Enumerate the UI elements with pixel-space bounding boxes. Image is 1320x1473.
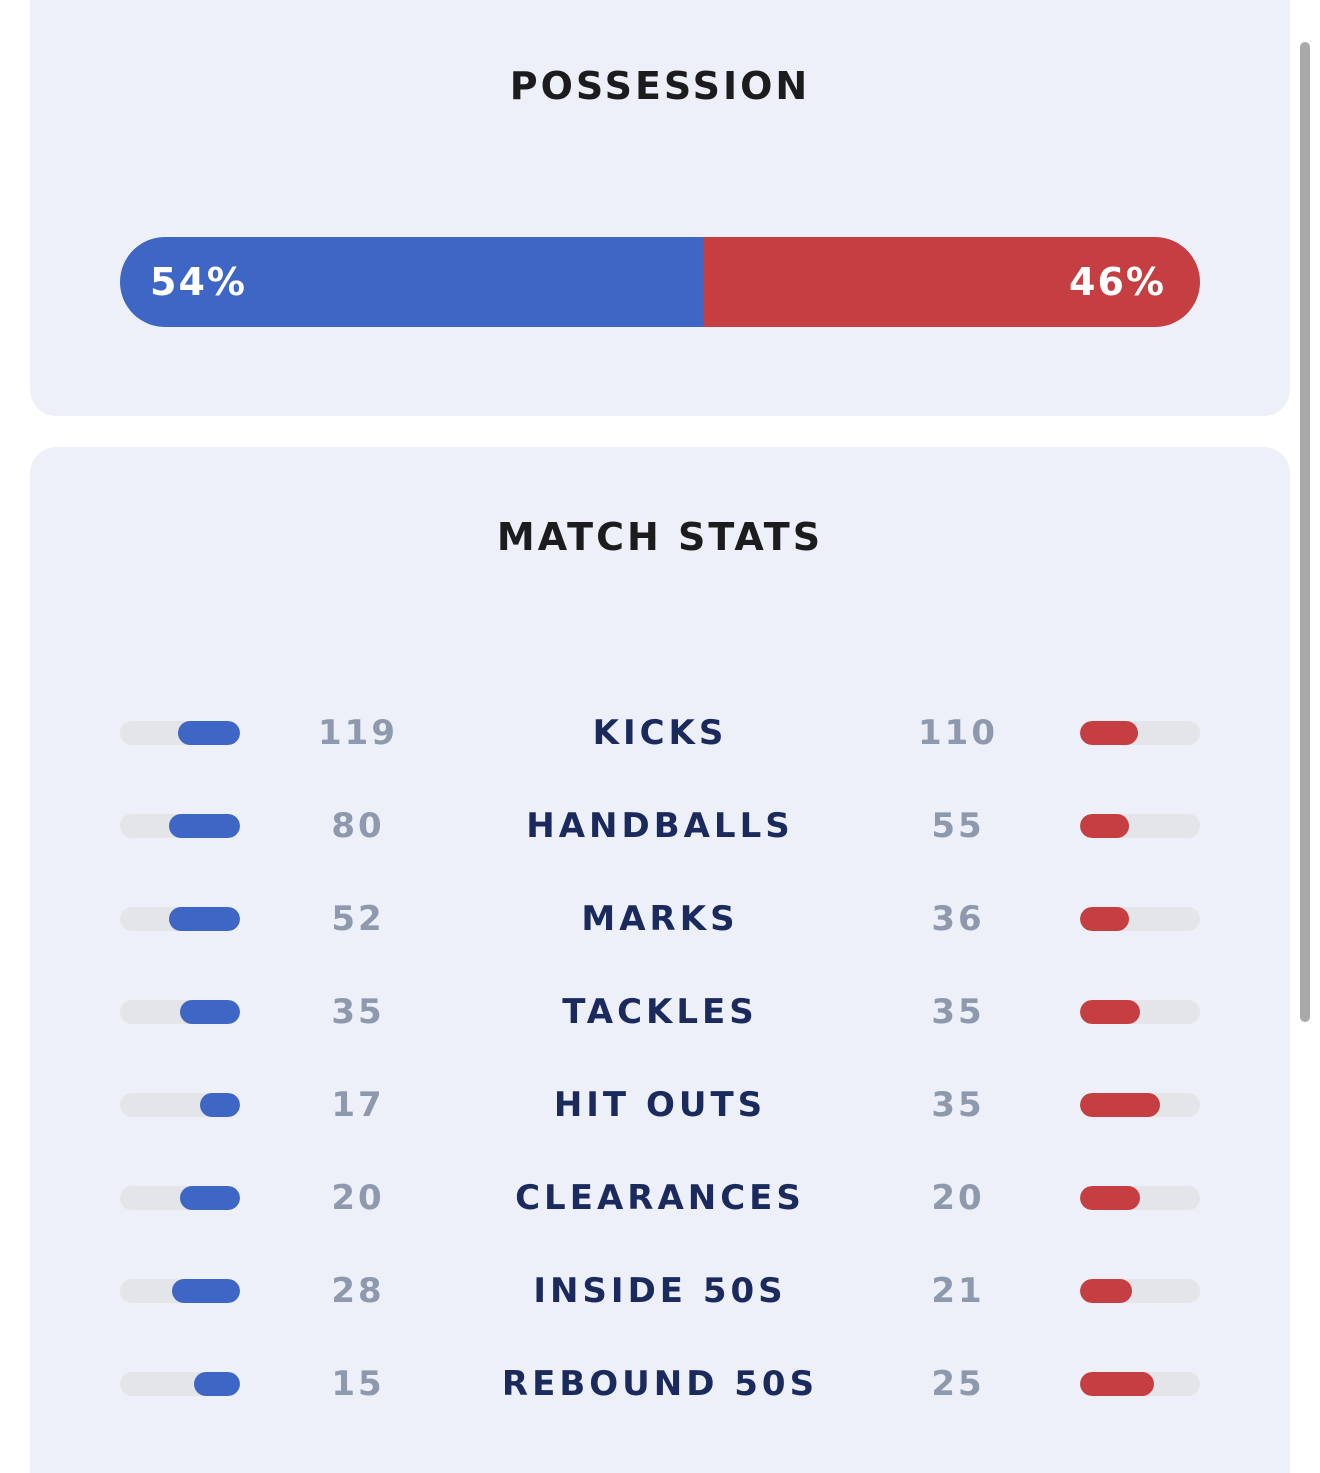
match-stats-title: MATCH STATS: [496, 515, 824, 559]
stat-row-hit-outs: 17 HIT OUTS 35: [30, 1075, 1290, 1135]
home-bar-fill: [194, 1372, 240, 1396]
stat-label: INSIDE 50S: [533, 1271, 787, 1311]
away-stat-value: 21: [931, 1271, 985, 1311]
away-bar-fill: [1080, 1186, 1140, 1210]
home-bar-track: [120, 1186, 240, 1210]
stat-label: KICKS: [592, 713, 728, 753]
away-stat-value: 20: [931, 1178, 985, 1218]
home-bar-track: [120, 907, 240, 931]
home-bar-fill: [171, 1279, 240, 1303]
possession-away-percent: 46%: [1069, 260, 1166, 304]
away-stat-value: 35: [931, 1085, 985, 1125]
away-bar-fill: [1080, 1279, 1132, 1303]
home-bar-track: [120, 1279, 240, 1303]
stat-row-kicks: 119 KICKS 110: [30, 703, 1290, 763]
stat-label: CLEARANCES: [515, 1178, 805, 1218]
home-stat-value: 35: [331, 992, 385, 1032]
away-bar-track: [1080, 1000, 1200, 1024]
away-bar-fill: [1080, 721, 1138, 745]
away-stat-value: 35: [931, 992, 985, 1032]
stat-label: TACKLES: [562, 992, 758, 1032]
home-bar-track: [120, 1000, 240, 1024]
home-bar-track: [120, 1372, 240, 1396]
away-bar-track: [1080, 1279, 1200, 1303]
home-bar-fill: [200, 1093, 240, 1117]
home-bar-fill: [177, 721, 240, 745]
away-bar-track: [1080, 814, 1200, 838]
away-bar-fill: [1080, 907, 1130, 931]
home-bar-fill: [169, 907, 240, 931]
stat-label: MARKS: [581, 899, 739, 939]
away-bar-track: [1080, 1093, 1200, 1117]
home-stat-value: 80: [331, 806, 385, 846]
stat-row-marks: 52 MARKS 36: [30, 889, 1290, 949]
away-bar-track: [1080, 1186, 1200, 1210]
home-bar-fill: [180, 1000, 240, 1024]
away-bar-track: [1080, 907, 1200, 931]
home-stat-value: 20: [331, 1178, 385, 1218]
home-bar-fill: [180, 1186, 240, 1210]
stat-row-clearances: 20 CLEARANCES 20: [30, 1168, 1290, 1228]
stat-row-rebound-50s: 15 REBOUND 50S 25: [30, 1354, 1290, 1414]
stat-label: REBOUND 50S: [501, 1364, 819, 1404]
away-stat-value: 110: [918, 713, 998, 753]
away-stat-value: 36: [931, 899, 985, 939]
home-bar-track: [120, 1093, 240, 1117]
stat-row-inside-50s: 28 INSIDE 50S 21: [30, 1261, 1290, 1321]
stat-label: HANDBALLS: [526, 806, 794, 846]
away-bar-track: [1080, 1372, 1200, 1396]
away-stat-value: 25: [931, 1364, 985, 1404]
stat-row-tackles: 35 TACKLES 35: [30, 982, 1290, 1042]
possession-card: POSSESSION 54% 46%: [30, 0, 1290, 416]
possession-home-percent: 54%: [150, 260, 247, 304]
home-stat-value: 15: [331, 1364, 385, 1404]
possession-away-segment: 46%: [703, 237, 1200, 327]
home-stat-value: 119: [318, 713, 398, 753]
away-bar-fill: [1080, 814, 1130, 838]
scrollbar-thumb[interactable]: [1300, 42, 1310, 1022]
stat-row-handballs: 80 HANDBALLS 55: [30, 796, 1290, 856]
home-bar-track: [120, 814, 240, 838]
away-stat-value: 55: [931, 806, 985, 846]
away-bar-fill: [1080, 1372, 1155, 1396]
away-bar-track: [1080, 721, 1200, 745]
home-bar-track: [120, 721, 240, 745]
match-stats-card: MATCH STATS 119 KICKS 110 80 HANDBALLS 5…: [30, 447, 1290, 1473]
away-bar-fill: [1080, 1000, 1140, 1024]
home-stat-value: 28: [331, 1271, 385, 1311]
possession-title: POSSESSION: [509, 64, 811, 108]
away-bar-fill: [1080, 1093, 1161, 1117]
home-bar-fill: [169, 814, 240, 838]
possession-bar: 54% 46%: [120, 237, 1200, 327]
possession-home-segment: 54%: [120, 237, 704, 327]
stat-label: HIT OUTS: [553, 1085, 767, 1125]
home-stat-value: 52: [331, 899, 385, 939]
home-stat-value: 17: [331, 1085, 385, 1125]
